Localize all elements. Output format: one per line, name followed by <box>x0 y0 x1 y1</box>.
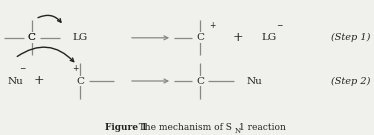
Text: C: C <box>28 33 36 42</box>
Text: Nu: Nu <box>247 77 263 85</box>
Text: +: + <box>209 21 216 30</box>
Text: LG: LG <box>262 33 277 42</box>
Text: +: + <box>34 75 45 87</box>
Text: (Step 2): (Step 2) <box>331 76 370 86</box>
Text: C: C <box>196 77 204 85</box>
Text: −: − <box>276 21 282 30</box>
Text: C: C <box>76 77 85 85</box>
Text: Nu: Nu <box>7 77 23 85</box>
Text: 1 reaction: 1 reaction <box>239 123 285 132</box>
Text: . The mechanism of S: . The mechanism of S <box>133 123 232 132</box>
Text: C: C <box>28 33 36 42</box>
Text: +: + <box>72 64 79 73</box>
Text: LG: LG <box>73 33 88 42</box>
Text: −: − <box>19 64 26 73</box>
Text: (Step 1): (Step 1) <box>331 33 370 42</box>
Text: +: + <box>232 31 243 44</box>
Text: C: C <box>196 33 204 42</box>
Text: N: N <box>235 127 241 135</box>
Text: Figure 1: Figure 1 <box>105 123 147 132</box>
